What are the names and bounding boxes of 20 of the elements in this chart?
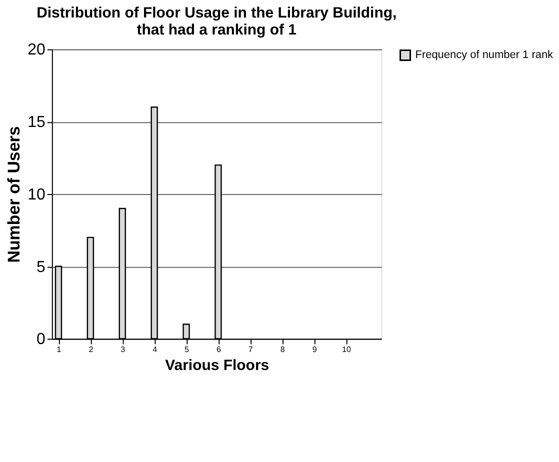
x-tick-label: 1 <box>56 345 62 354</box>
y-tick-label: 10 <box>28 186 46 204</box>
x-tick-label: 4 <box>152 345 158 354</box>
y-axis-title: Number of Users <box>4 126 24 263</box>
x-tick-label: 10 <box>342 345 352 354</box>
y-tick-label: 5 <box>36 258 46 276</box>
x-tick-label: 8 <box>280 345 286 354</box>
x-tick-label: 6 <box>216 345 222 354</box>
x-axis-title: Various Floors <box>165 357 270 374</box>
y-tick-label: 20 <box>28 42 46 59</box>
x-tick-label: 2 <box>88 345 94 354</box>
x-tick-label: 3 <box>120 345 126 354</box>
y-tick-label: 0 <box>36 331 46 348</box>
y-tick-label: 15 <box>28 114 46 132</box>
x-tick-label: 9 <box>312 345 318 354</box>
text: Distribution of Floor Usage in the Library Building, <box>36 4 397 22</box>
x-tick-label: 5 <box>184 345 190 354</box>
x-tick-label: 7 <box>248 345 254 354</box>
text: that had a ranking of 1 <box>136 21 296 38</box>
legend-label: Frequency of number 1 rank <box>415 49 554 62</box>
